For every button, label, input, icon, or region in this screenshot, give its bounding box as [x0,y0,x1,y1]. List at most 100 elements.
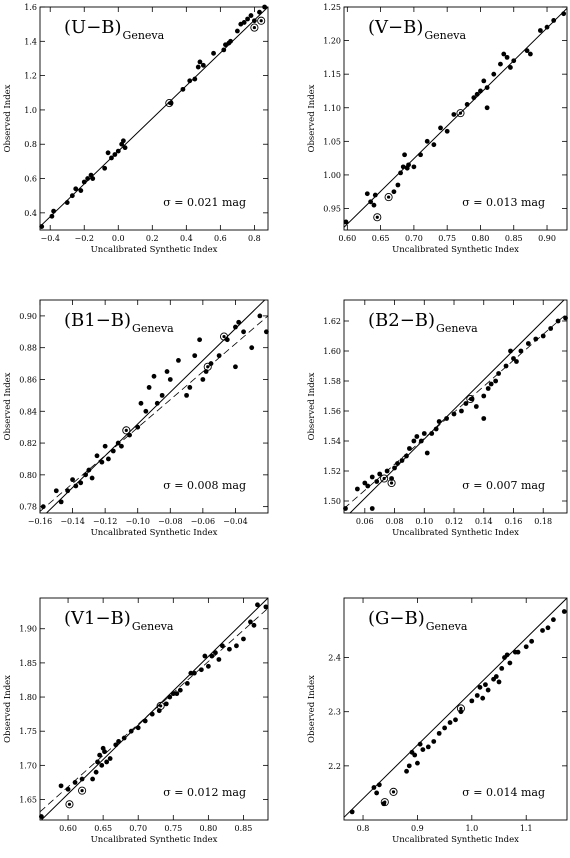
x-tick-label: 0.10 [415,517,433,526]
x-axis-label: Uncalibrated Synthetic Index [392,528,519,538]
data-point [418,152,423,158]
data-point [79,776,85,782]
data-point [493,378,499,384]
data-point [406,763,412,769]
data-point [364,191,370,197]
data-point [73,483,79,489]
data-point [187,78,193,84]
data-point [392,465,397,471]
data-point [177,687,183,693]
circled-point-ring [380,798,389,807]
data-point [407,446,412,451]
data-point [251,18,257,24]
data-point [404,453,409,459]
data-point [400,164,406,170]
data-point [444,128,450,134]
data-point [503,363,509,369]
circled-point-ring [373,213,382,222]
data-point [374,790,380,796]
data-point [39,224,45,229]
data-point [491,71,497,77]
data-point [365,483,371,489]
data-point [65,488,71,494]
data-point [368,199,374,205]
data-point [384,468,390,474]
data-point [514,359,519,364]
data-point [102,443,108,449]
solid-fit-line [344,7,567,228]
data-point [241,20,247,25]
data-point [524,48,530,54]
data-point [418,438,424,444]
x-tick-label: 0.14 [475,517,493,526]
data-point [257,313,263,319]
data-point [499,665,505,671]
data-point [421,431,427,436]
data-point [484,105,490,111]
data-point [540,628,545,633]
data-point [90,776,96,782]
data-point [436,730,442,736]
x-tick-label: 0.6 [214,234,227,243]
data-point [220,643,225,649]
y-tick-label: 1.85 [19,659,37,668]
plot-frame [343,597,568,821]
y-tick-label: 1.80 [19,693,37,702]
data-point [371,785,377,790]
data-point [113,742,119,748]
data-point [343,219,349,225]
x-tick-label: 0.70 [129,824,147,833]
data-point [249,345,255,351]
y-tick-label: 0.6 [24,175,37,184]
data-point [245,16,250,22]
data-point [90,176,96,181]
data-point [508,348,513,354]
x-tick-label: 0.8 [248,234,261,243]
y-axis-label: Observed Index [3,372,13,440]
sigma-annotation: σ = 0.021 mag [163,196,246,209]
sigma-annotation: σ = 0.007 mag [462,479,545,492]
x-tick-label: 0.65 [94,824,112,833]
plot-frame [343,299,568,514]
y-tick-label: 2.4 [328,654,341,663]
data-point [525,341,531,346]
panel-title: (V1−B) [64,608,131,629]
x-axis-label: Uncalibrated Synthetic Index [91,245,218,255]
y-tick-label: 1.15 [323,70,341,79]
data-point [159,392,165,398]
data-point [540,333,546,339]
dashed-fit-line [40,315,268,512]
x-tick-label: 0.0 [112,234,125,243]
data-point [119,443,124,449]
data-point [184,392,189,398]
y-axis-label: Observed Index [307,84,317,152]
data-point [369,506,375,511]
panel-title-subscript: Geneva [123,29,165,42]
data-point [85,176,91,181]
y-tick-label: 1.4 [24,37,37,46]
x-tick-label: 0.08 [386,517,404,526]
data-point [109,155,114,161]
data-point [176,358,181,363]
data-point [507,660,513,666]
panel-title: (B2−B) [368,310,435,331]
data-point [477,684,483,690]
data-point [142,718,148,724]
data-point [257,9,262,15]
x-tick-label: 0.16 [505,517,523,526]
plot-frame [39,299,269,514]
data-point [135,725,141,731]
panel-title-subscript: Geneva [426,620,468,633]
x-tick-label: 1.1 [520,824,533,833]
data-point [191,670,197,676]
circled-point-ring [156,701,165,710]
data-point [99,762,105,768]
data-point [221,47,227,53]
data-point [343,506,348,511]
data-point [438,125,443,131]
data-point [174,691,180,697]
y-tick-label: 2.3 [328,708,341,717]
panel-6: 0.8 0.9 1.0 1.1 2.2 2.3 2.4 (G−B) Geneva σ = 0.01… [307,597,568,845]
x-tick-label: −0.04 [223,517,248,526]
